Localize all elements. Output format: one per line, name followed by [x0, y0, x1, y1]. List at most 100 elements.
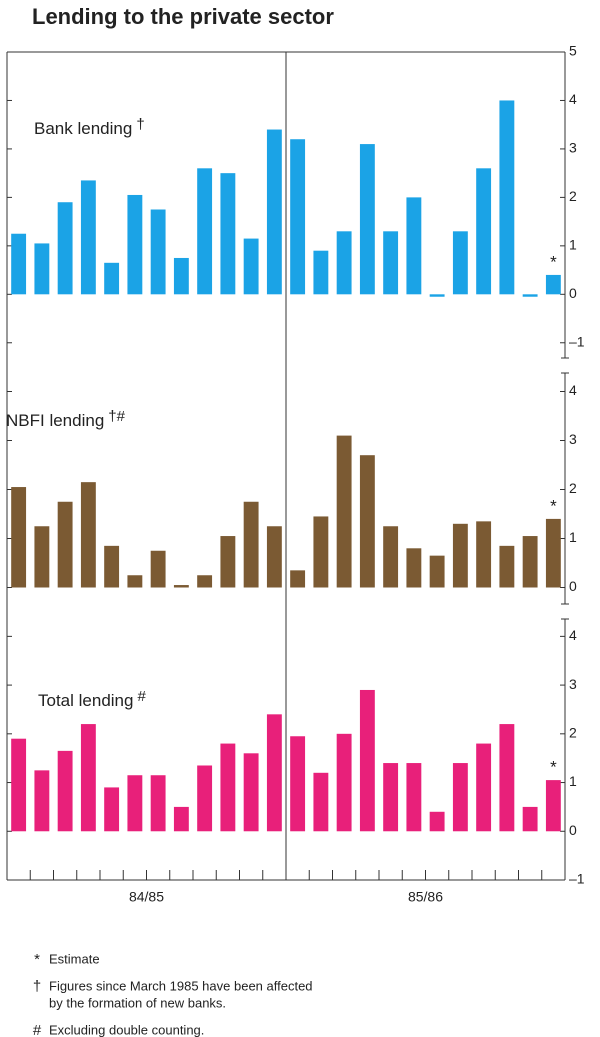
bar — [429, 811, 445, 832]
y-tick-label: 0 — [569, 285, 577, 301]
bar — [499, 100, 515, 295]
bar — [313, 250, 329, 295]
y-tick-label: 3 — [569, 140, 577, 156]
bar — [150, 775, 166, 832]
bar — [34, 243, 50, 295]
bar — [220, 173, 236, 295]
bar — [243, 753, 259, 832]
bar — [359, 144, 375, 295]
bar — [104, 545, 120, 588]
bar — [104, 787, 120, 832]
y-tick-label: 5 — [569, 43, 577, 59]
bar — [127, 575, 143, 588]
note-text: by the formation of new banks. — [49, 995, 226, 1010]
bar — [336, 231, 352, 295]
bar — [243, 238, 259, 295]
bar — [220, 743, 236, 832]
panel-title-mark: # — [137, 688, 146, 705]
bar — [266, 714, 282, 832]
annotation: * — [550, 496, 557, 515]
bar — [476, 521, 492, 588]
chart-title: Lending to the private sector — [32, 4, 334, 29]
y-tick-label: 2 — [569, 725, 577, 741]
bar — [11, 487, 27, 588]
bar — [313, 772, 329, 832]
bar — [406, 197, 422, 295]
bar — [383, 526, 399, 588]
y-tick-label: 3 — [569, 676, 577, 692]
bar — [127, 194, 143, 295]
bar — [11, 738, 27, 832]
bar — [57, 750, 73, 832]
bar — [290, 139, 306, 295]
bar — [406, 763, 422, 832]
annotation: * — [550, 758, 557, 777]
bar — [359, 455, 375, 588]
bar — [127, 775, 143, 832]
y-tick-label: 2 — [569, 480, 577, 496]
bar — [80, 180, 96, 295]
panel-title-mark: †# — [108, 408, 125, 425]
bar — [545, 780, 561, 832]
bar — [452, 231, 468, 295]
bar — [266, 526, 282, 588]
bar — [499, 724, 515, 832]
panel-title-text: NBFI lending — [6, 411, 104, 430]
y-tick-label: 1 — [569, 237, 577, 253]
bar — [313, 516, 329, 588]
panel-title-text: Total lending — [38, 691, 133, 710]
bar — [104, 262, 120, 295]
bar — [11, 233, 27, 295]
bar — [266, 129, 282, 295]
y-tick-label: –1 — [569, 871, 585, 887]
bar — [429, 555, 445, 588]
y-tick-label: 4 — [569, 91, 577, 107]
bar — [197, 575, 213, 588]
bar — [522, 294, 538, 297]
bar — [57, 202, 73, 295]
note-text: Excluding double counting. — [49, 1022, 204, 1037]
x-group-label: 85/86 — [408, 889, 443, 905]
y-tick-label: 0 — [569, 578, 577, 594]
y-tick-label: –1 — [569, 333, 585, 349]
bar — [476, 168, 492, 295]
bar — [150, 550, 166, 588]
note-text: Figures since March 1985 have been affec… — [49, 978, 313, 993]
bar — [80, 482, 96, 588]
bar — [197, 168, 213, 295]
x-group-label: 84/85 — [129, 889, 164, 905]
bar — [522, 806, 538, 832]
bar — [220, 536, 236, 588]
bar — [173, 585, 189, 588]
annotation: * — [550, 252, 557, 271]
bar — [429, 294, 445, 297]
y-tick-label: 0 — [569, 822, 577, 838]
bar — [80, 724, 96, 832]
bar — [336, 435, 352, 588]
bar — [336, 733, 352, 832]
bar — [383, 763, 399, 832]
panel-title: Bank lending † — [34, 116, 145, 139]
bar — [290, 736, 306, 832]
bar — [359, 689, 375, 832]
panel-title-text: Bank lending — [34, 119, 132, 138]
bar — [243, 501, 259, 588]
y-tick-label: 1 — [569, 529, 577, 545]
bar — [545, 274, 561, 295]
bar — [545, 518, 561, 588]
panel-title: Total lending # — [38, 688, 146, 711]
y-tick-label: 3 — [569, 431, 577, 447]
bar — [452, 523, 468, 588]
y-tick-label: 2 — [569, 188, 577, 204]
bar — [476, 743, 492, 832]
bar — [57, 501, 73, 588]
y-tick-label: 4 — [569, 627, 577, 643]
bar — [173, 806, 189, 832]
y-tick-label: 1 — [569, 773, 577, 789]
note-symbol: † — [33, 978, 41, 995]
bar — [522, 536, 538, 588]
note-symbol: # — [33, 1022, 42, 1037]
bar — [197, 765, 213, 832]
note-text: Estimate — [49, 951, 100, 966]
